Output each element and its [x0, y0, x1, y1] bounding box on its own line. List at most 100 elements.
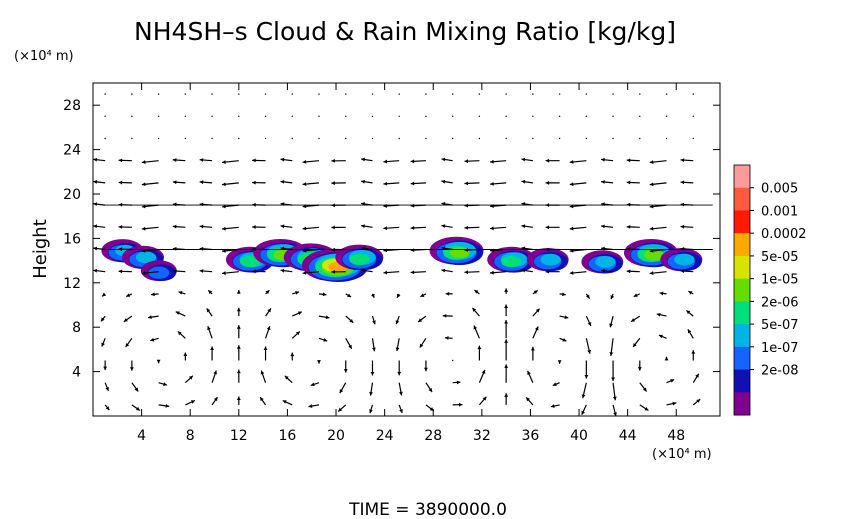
x-tick-label: 16	[279, 428, 297, 444]
x-tick-label: 12	[230, 428, 248, 444]
colorbar-swatch	[734, 369, 750, 393]
cloud-contour	[501, 256, 522, 268]
wind-arrowhead	[474, 290, 479, 294]
wind-arrowhead	[545, 158, 550, 163]
wind-arrowhead	[290, 352, 295, 357]
wind-arrowhead	[552, 382, 557, 386]
wind-arrowhead	[562, 292, 566, 297]
wind-arrowhead	[626, 269, 631, 274]
cloud-contour	[239, 256, 260, 268]
wind-arrowhead	[105, 406, 110, 411]
wind-arrowhead	[395, 347, 400, 352]
wind-arrowhead	[236, 396, 241, 401]
wind-arrowhead	[458, 402, 463, 407]
wind-arrowhead	[101, 342, 105, 347]
wind-arrowhead	[445, 291, 450, 296]
wind-dot	[291, 93, 293, 95]
colorbar-swatch	[734, 324, 750, 348]
cloud-blob	[581, 250, 624, 274]
wind-arrowhead	[206, 308, 211, 313]
wind-arrowhead	[280, 157, 285, 162]
wind-dot	[425, 115, 427, 118]
wind-arrowhead	[126, 293, 131, 297]
wind-arrowhead	[521, 224, 526, 229]
wind-arrowhead	[188, 375, 193, 380]
wind-arrowhead	[135, 406, 140, 411]
wind-arrowhead	[464, 181, 469, 186]
wind-dot	[371, 137, 374, 140]
wind-dot	[558, 93, 561, 95]
wind-arrowhead	[530, 346, 535, 351]
cloud-contour	[595, 255, 616, 268]
wind-arrowhead	[581, 410, 585, 415]
wind-arrowhead	[141, 271, 146, 275]
wind-arrowhead	[649, 182, 654, 187]
wind-arrowhead	[177, 331, 182, 336]
wind-arrowhead	[441, 179, 446, 184]
wind-arrowhead	[141, 182, 146, 187]
wind-arrowhead	[626, 224, 631, 229]
wind-arrowhead	[464, 270, 469, 275]
wind-arrowhead	[236, 345, 241, 349]
wind-arrowhead	[587, 349, 592, 354]
wind-arrowhead	[670, 379, 675, 383]
y-tick-label: 4	[72, 365, 81, 381]
x-tick-label: 48	[667, 428, 685, 444]
wind-arrowhead	[383, 159, 388, 164]
wind-arrowhead	[686, 310, 691, 315]
wind-arrowhead	[642, 387, 647, 392]
wind-arrowhead	[331, 158, 335, 163]
colorbar-label: 0.005	[761, 182, 798, 197]
wind-dot	[558, 137, 561, 140]
y-tick-label: 24	[63, 143, 81, 159]
wind-arrowhead	[490, 159, 494, 164]
wind-arrowhead	[395, 320, 400, 325]
wind-arrowhead	[680, 180, 685, 185]
wind-arrowhead	[569, 160, 574, 164]
wind-arrowhead	[521, 268, 526, 273]
wind-dot	[184, 93, 187, 95]
wind-arrowhead	[477, 345, 482, 350]
wind-arrowhead	[207, 326, 211, 331]
wind-arrowhead	[302, 226, 307, 231]
cloud-blob	[429, 236, 484, 266]
wind-dot	[345, 93, 347, 95]
cloud-field	[101, 236, 703, 282]
wind-arrowhead	[441, 157, 446, 162]
cloud-blob	[487, 246, 536, 273]
wind-arrowhead	[410, 181, 415, 186]
wind-arrowhead	[444, 336, 449, 340]
wind-arrowhead	[527, 370, 531, 375]
wind-arrowhead	[236, 307, 241, 312]
cloud-blob	[335, 244, 384, 271]
time-label: TIME = 3890000.0	[348, 500, 507, 519]
wind-arrowhead	[93, 157, 98, 162]
wind-arrowhead	[129, 367, 134, 371]
wind-dot	[211, 115, 213, 118]
wind-arrowhead	[383, 226, 388, 231]
wind-arrowhead	[637, 367, 642, 371]
wind-arrowhead	[105, 386, 109, 391]
cloud-contour	[644, 249, 664, 261]
wind-dot	[104, 137, 106, 140]
wind-arrowhead	[148, 315, 152, 320]
cloud-blob	[526, 248, 569, 272]
wind-arrowhead	[141, 226, 146, 231]
colorbar-label: 1e-07	[761, 341, 799, 356]
wind-dot	[478, 137, 481, 140]
wind-arrowhead	[322, 292, 327, 297]
y-tick-label: 16	[63, 231, 81, 247]
wind-dot	[639, 115, 641, 118]
plot-frame	[92, 82, 721, 417]
y-tick-label: 8	[72, 320, 81, 336]
cloud-blob	[660, 248, 703, 272]
wind-arrowhead	[581, 394, 586, 399]
wind-arrowhead	[118, 180, 123, 185]
wind-dot	[639, 93, 641, 95]
colorbar-swatch	[734, 165, 750, 189]
wind-arrowhead	[586, 294, 590, 299]
y-unit-label: (×10⁴ m)	[14, 49, 74, 64]
wind-dot	[505, 115, 507, 118]
wind-arrowhead	[236, 289, 241, 294]
wind-dot	[264, 115, 267, 118]
